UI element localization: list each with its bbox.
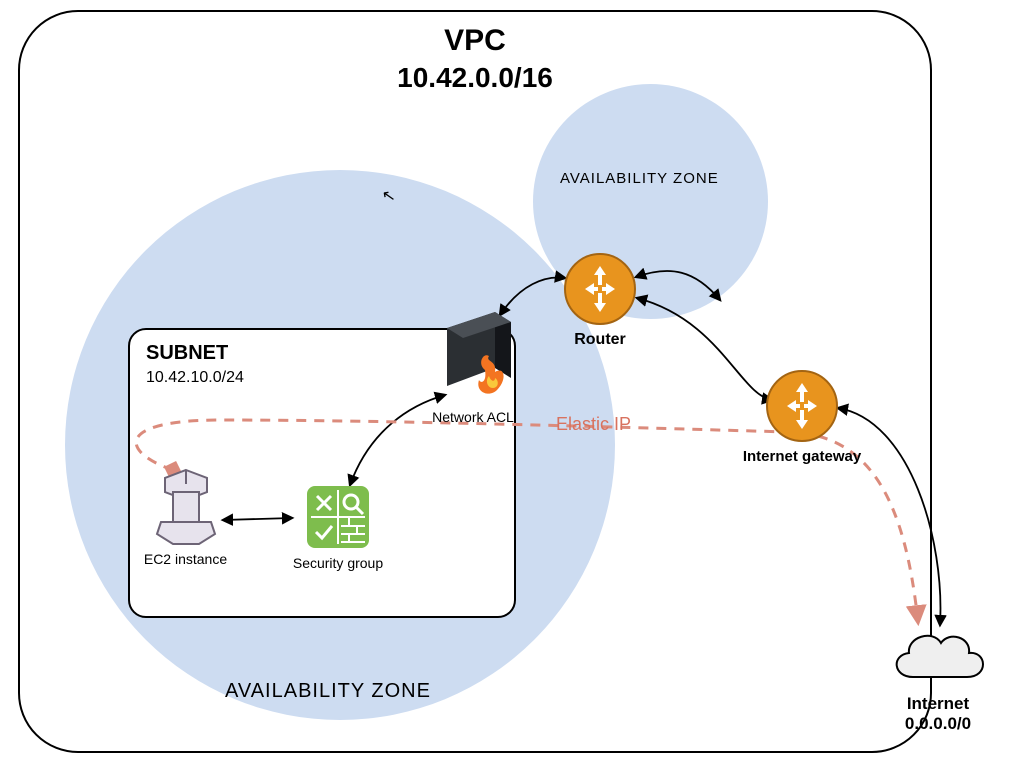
- availability-zone-large-label: AVAILABILITY ZONE: [225, 680, 431, 703]
- vpc-title: VPC: [20, 24, 930, 58]
- router-label: Router: [550, 331, 650, 349]
- security-group-node: Security group: [278, 484, 398, 571]
- security-group-label: Security group: [278, 555, 398, 571]
- vpc-cidr: 10.42.0.0/16: [20, 62, 930, 94]
- internet-gateway-icon: [766, 370, 838, 442]
- internet-label: Internet: [868, 694, 1008, 714]
- internet-cidr: 0.0.0.0/0: [868, 714, 1008, 734]
- internet-gateway-label: Internet gateway: [732, 448, 872, 465]
- network-acl-label: Network ACL: [418, 409, 528, 425]
- diagram-canvas: VPC 10.42.0.0/16 AVAILABILITY ZONE SUBNE…: [0, 0, 1024, 763]
- internet-gateway-node: Internet gateway: [732, 370, 872, 465]
- ec2-icon: [151, 468, 221, 546]
- internet-node: Internet 0.0.0.0/0: [868, 623, 1008, 734]
- elastic-ip-label: Elastic IP: [556, 414, 631, 435]
- availability-zone-small-label: AVAILABILITY ZONE: [560, 170, 719, 187]
- network-acl-node: Network ACL: [418, 308, 528, 425]
- ec2-node: EC2 instance: [138, 468, 233, 567]
- security-group-icon: [305, 484, 371, 550]
- router-node: Router: [550, 253, 650, 349]
- network-acl-icon: [425, 308, 521, 404]
- ec2-label: EC2 instance: [138, 551, 233, 567]
- cloud-icon: [883, 623, 993, 689]
- router-icon: [564, 253, 636, 325]
